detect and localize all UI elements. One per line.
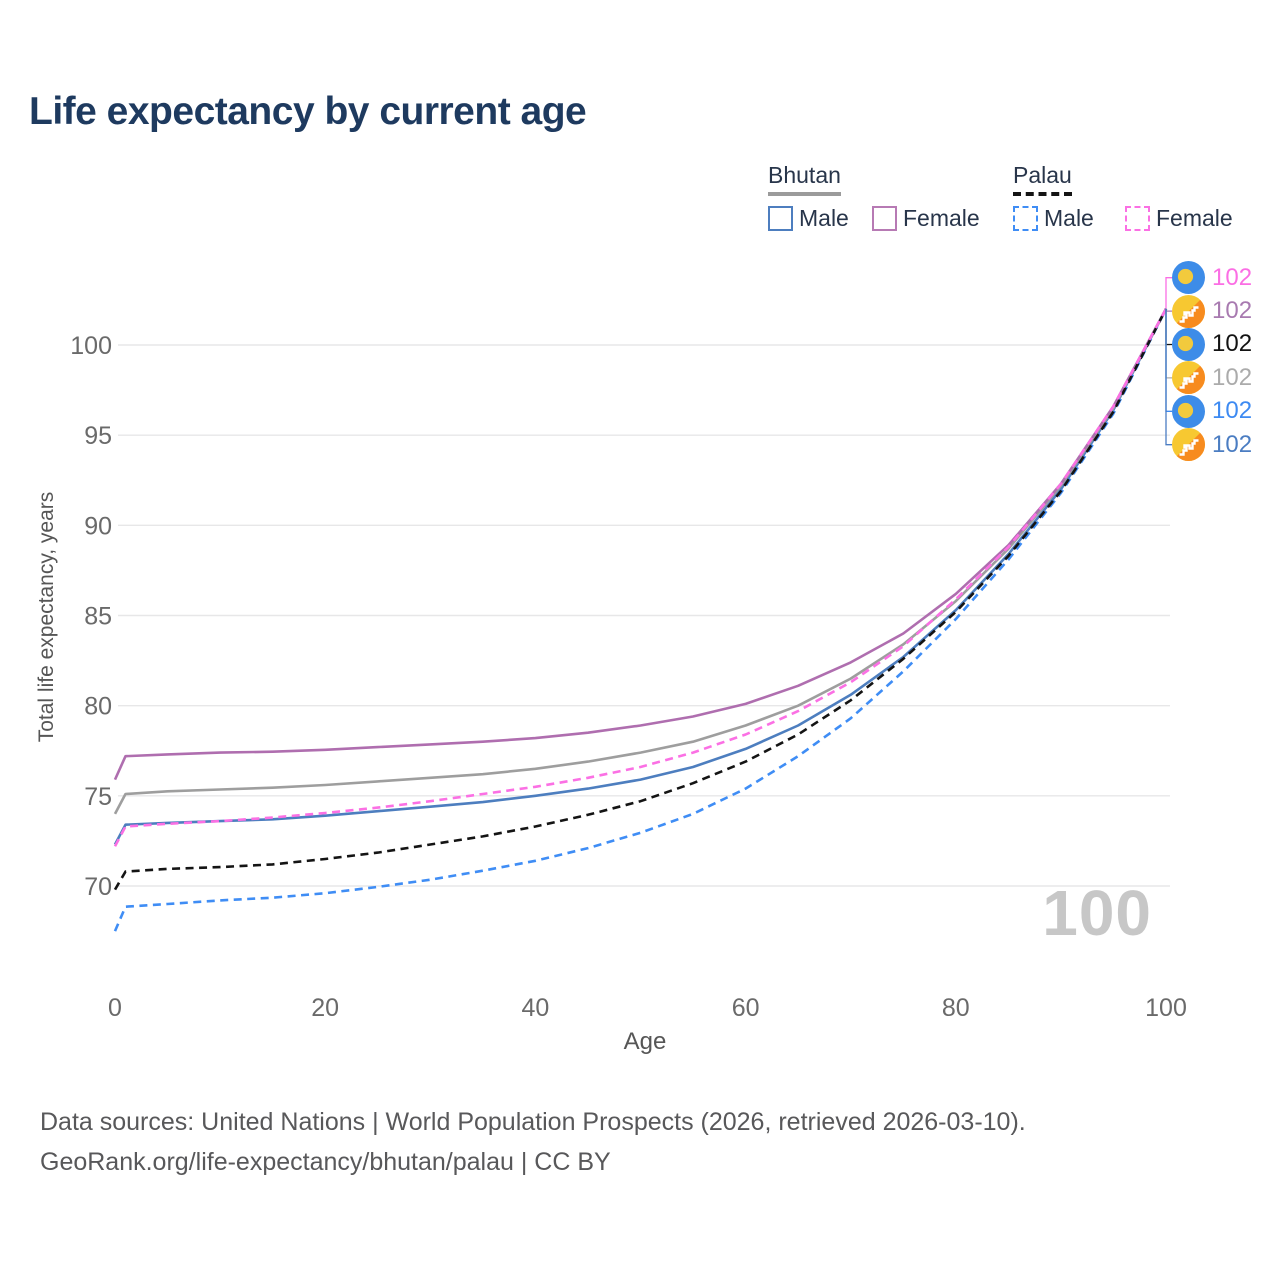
- y-tick-label: 100: [70, 332, 112, 360]
- legend-item-palau-male[interactable]: Male: [1013, 205, 1094, 232]
- legend-item-bhutan-male[interactable]: Male: [768, 205, 849, 232]
- y-tick-label: 80: [84, 693, 112, 721]
- end-value-label: 102: [1212, 397, 1253, 425]
- end-value-label: 102: [1212, 263, 1253, 291]
- bhutan-male-swatch: [768, 206, 793, 231]
- end-label-row-bhutan-all[interactable]: 102: [1172, 361, 1252, 394]
- x-tick-label: 100: [1145, 994, 1187, 1022]
- end-value-label: 102: [1212, 430, 1253, 458]
- x-tick-label: 40: [521, 994, 549, 1022]
- palau-flag-icon: [1172, 261, 1205, 295]
- series-line-bhutan-female: [113, 308, 1168, 781]
- bhutan-flag-icon: [1172, 361, 1205, 394]
- end-label-row-palau-male[interactable]: 102: [1172, 394, 1253, 428]
- y-tick-label: 90: [84, 512, 112, 540]
- end-value-labels: 102 102 102 102 102 102: [1172, 261, 1252, 461]
- bhutan-female-swatch: [872, 206, 897, 231]
- end-label-connector: [1165, 308, 1172, 446]
- legend-label: Female: [1156, 205, 1233, 231]
- x-tick-label: 20: [311, 994, 339, 1022]
- legend-group-bhutan-label: Bhutan: [768, 162, 841, 188]
- legend-group-palau-label: Palau: [1013, 162, 1072, 188]
- attribution-link: GeoRank.org/life-expectancy/bhutan/palau…: [40, 1148, 611, 1176]
- palau-flag-icon: [1172, 394, 1205, 428]
- end-value-label: 102: [1212, 297, 1253, 325]
- palau-dashed-line-sample: [1013, 192, 1072, 196]
- x-tick-label: 60: [732, 994, 760, 1022]
- end-label-row-palau-female[interactable]: 102: [1172, 261, 1253, 295]
- palau-flag-icon: [1172, 327, 1205, 361]
- x-tick-label: 80: [942, 994, 970, 1022]
- legend-item-bhutan-female[interactable]: Female: [872, 205, 980, 232]
- legend-label: Female: [903, 205, 980, 231]
- legend-item-palau-female[interactable]: Female: [1125, 205, 1233, 232]
- legend-group-palau[interactable]: Palau: [1013, 162, 1072, 196]
- series-line-bhutan-male: [113, 308, 1168, 846]
- hover-age-watermark: 100: [1042, 877, 1152, 949]
- data-sources-note: Data sources: United Nations | World Pop…: [40, 1108, 1026, 1136]
- x-axis-title: Age: [623, 1028, 667, 1055]
- legend-label: Male: [799, 205, 849, 231]
- y-tick-label: 95: [84, 422, 112, 450]
- x-tick-label: 0: [108, 994, 122, 1022]
- y-axis-title: Total life expectancy, years: [35, 491, 58, 743]
- legend-label: Male: [1044, 205, 1094, 231]
- end-label-row-palau-all[interactable]: 102: [1172, 327, 1253, 361]
- palau-male-swatch: [1013, 206, 1038, 231]
- y-tick-label: 70: [84, 873, 112, 901]
- end-label-row-bhutan-male[interactable]: 102: [1172, 428, 1252, 461]
- series-line-palau-all: [113, 308, 1168, 891]
- y-tick-label: 75: [84, 783, 112, 811]
- bhutan-flag-icon: [1172, 295, 1205, 328]
- end-label-row-bhutan-female[interactable]: 102: [1172, 294, 1252, 327]
- bhutan-solid-line-sample: [768, 192, 841, 196]
- end-value-label: 102: [1212, 330, 1253, 358]
- palau-female-swatch: [1125, 206, 1150, 231]
- end-value-label: 102: [1212, 363, 1253, 391]
- y-tick-label: 85: [84, 603, 112, 631]
- series-line-palau-female: [113, 308, 1168, 847]
- legend-group-bhutan[interactable]: Bhutan: [768, 162, 841, 196]
- series-line-palau-male: [113, 308, 1168, 932]
- bhutan-flag-icon: [1172, 428, 1205, 461]
- page-title: Life expectancy by current age: [29, 90, 587, 133]
- end-label-connector: [1165, 277, 1172, 309]
- series-line-bhutan-all: [113, 308, 1168, 815]
